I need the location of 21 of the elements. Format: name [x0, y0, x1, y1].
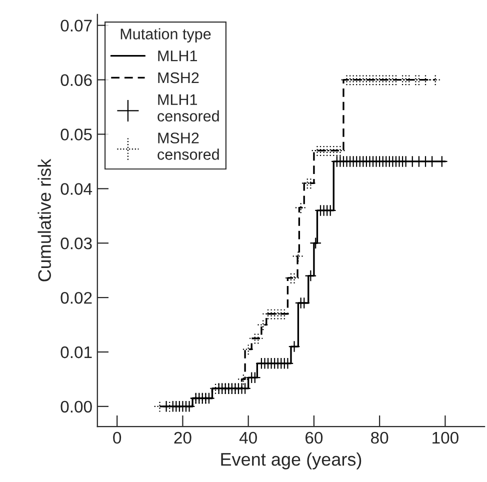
y-tick-label: 0.02 [60, 292, 92, 304]
y-tick-label: 0.01 [60, 346, 92, 358]
legend-label: MSH2 censored [158, 132, 219, 160]
x-tick-label: 0 [113, 432, 122, 444]
legend-label: MSH2 [158, 72, 199, 84]
x-tick-label: 80 [371, 432, 388, 444]
x-tick-label: 40 [239, 432, 257, 444]
legend-title: Mutation type [120, 28, 211, 42]
y-tick-label: 0.04 [60, 183, 92, 195]
x-tick-label: 100 [432, 432, 458, 444]
y-tick-label: 0.03 [60, 238, 92, 250]
x-tick-label: 20 [174, 432, 192, 444]
legend-label: MLH1 censored [158, 94, 219, 122]
y-tick-label: 0.05 [60, 128, 92, 140]
legend-label: MLH1 [158, 50, 197, 62]
y-tick-label: 0.07 [60, 20, 92, 32]
y-tick-label: 0.06 [60, 74, 92, 86]
y-axis-title: Cumulative risk [38, 158, 51, 282]
x-tick-label: 60 [306, 432, 323, 444]
y-tick-label: 0.00 [60, 400, 92, 413]
x-axis-title: Event age (years) [221, 452, 362, 470]
